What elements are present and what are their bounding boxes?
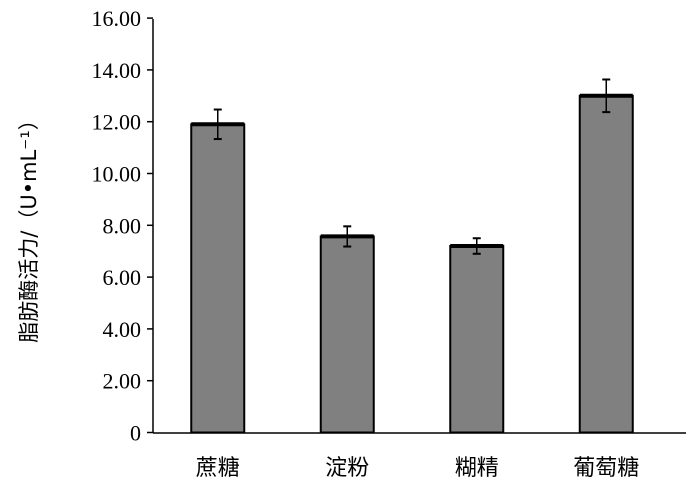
y-tick-label: 4.00 xyxy=(103,317,142,342)
y-tick-label: 6.00 xyxy=(103,265,142,290)
x-category-label: 葡萄糖 xyxy=(573,456,639,481)
y-tick-label: 10.00 xyxy=(92,162,142,187)
x-category-label: 蔗糖 xyxy=(196,456,240,481)
y-tick-label: 2.00 xyxy=(103,369,142,394)
y-tick-label: 16.00 xyxy=(92,6,142,31)
x-category-label: 糊精 xyxy=(455,456,499,481)
y-tick-label: 14.00 xyxy=(92,58,142,83)
bar xyxy=(578,94,634,434)
y-tick-label: 12.00 xyxy=(92,110,142,135)
bar xyxy=(190,123,246,434)
x-category-label: 淀粉 xyxy=(325,456,369,481)
y-tick-label: 8.00 xyxy=(103,213,142,238)
y-tick-label: 0 xyxy=(130,421,141,446)
bar xyxy=(449,245,505,434)
y-axis-label: 脂肪酶活力/（U•mL⁻¹） xyxy=(17,109,41,343)
bar xyxy=(319,235,375,434)
